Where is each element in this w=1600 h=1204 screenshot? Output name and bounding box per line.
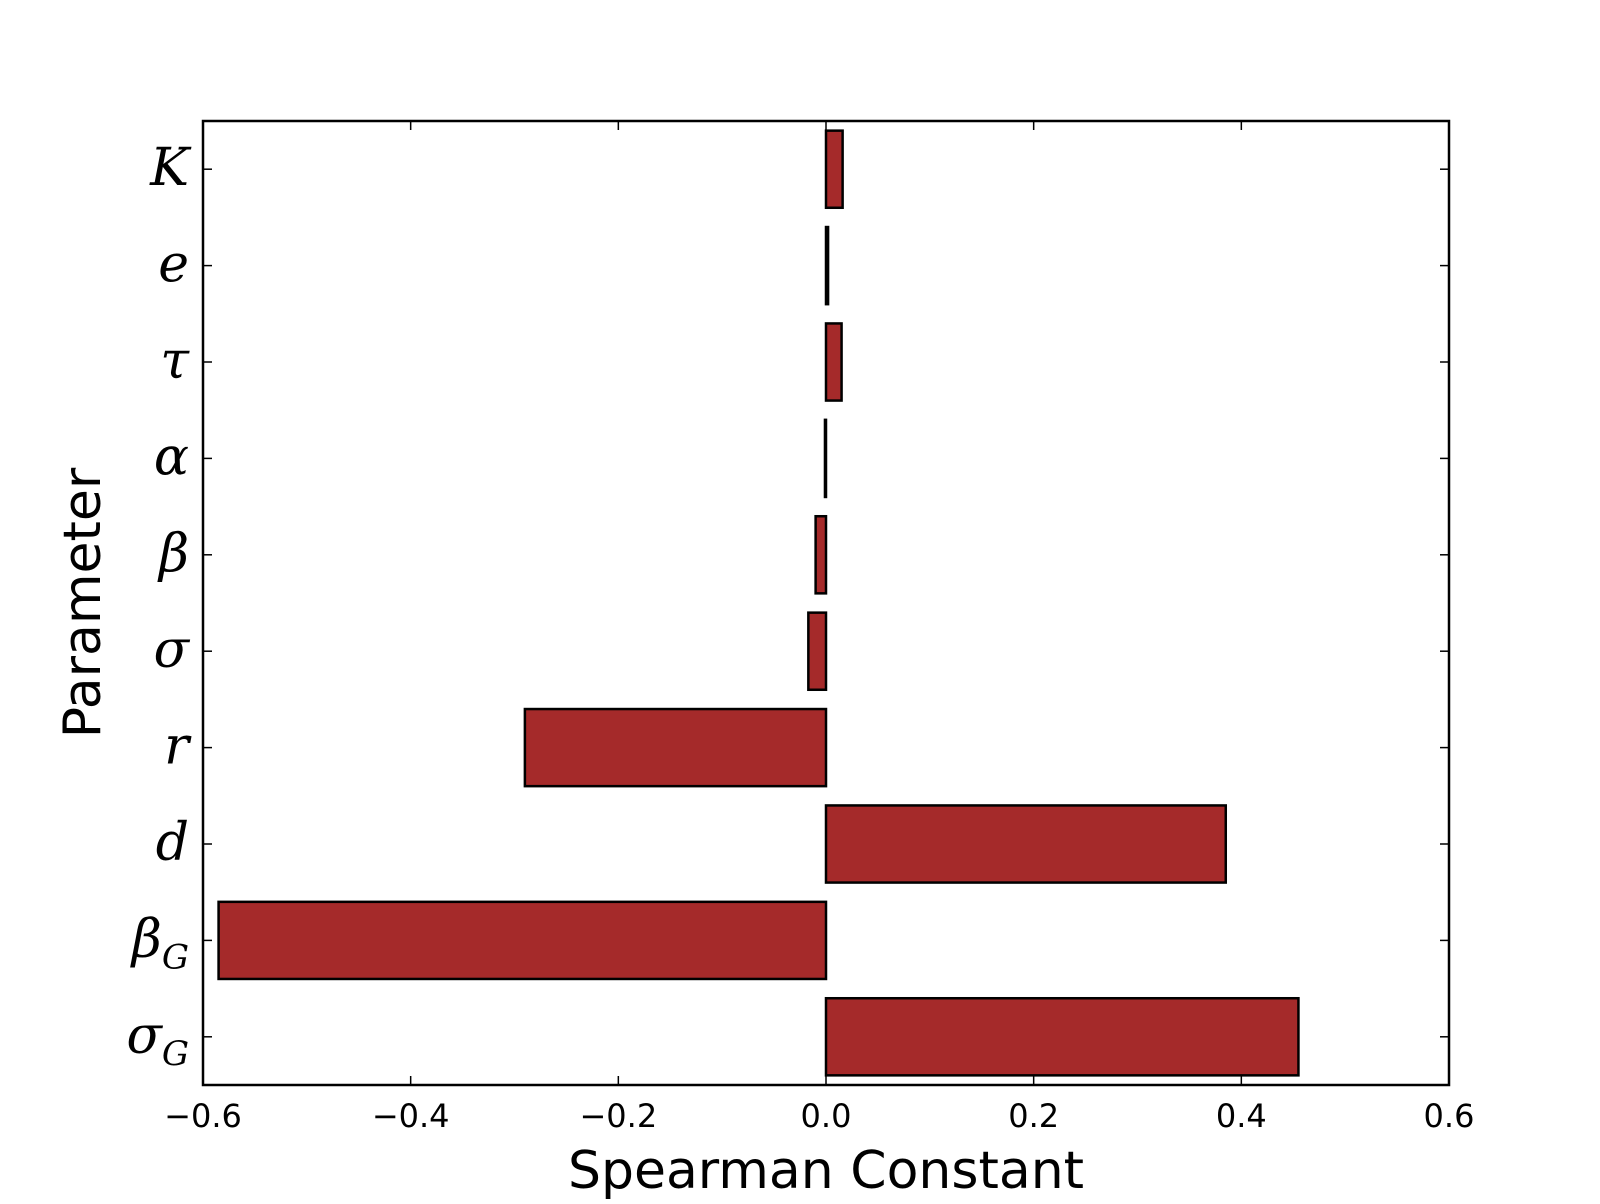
- plot-frame: [201, 119, 1451, 1087]
- y-axis-label: Parameter: [53, 467, 113, 738]
- x-tick-label-0: −0.6: [164, 1097, 242, 1135]
- bar-2: [824, 804, 1228, 884]
- bar-3: [523, 707, 828, 788]
- x-tick-label-6: 0.6: [1424, 1097, 1475, 1135]
- y-tick-label-0: σG: [126, 1006, 189, 1074]
- y-tick-label-7: τ: [160, 331, 190, 391]
- y-tick-label-1: βG: [130, 909, 189, 977]
- x-axis-label: Spearman Constant: [568, 1141, 1084, 1200]
- bar-7: [824, 322, 843, 402]
- x-tick-label-4: 0.2: [1008, 1097, 1059, 1135]
- bar-8: [824, 225, 830, 306]
- bar-1: [217, 900, 828, 981]
- bar-4: [807, 611, 828, 692]
- y-tick-label-5: β: [157, 524, 189, 584]
- bars-layer: [217, 129, 1300, 1077]
- x-tick-label-5: 0.4: [1216, 1097, 1267, 1135]
- y-tick-label-4: σ: [154, 620, 191, 680]
- y-tick-label-2: d: [156, 813, 189, 873]
- y-tick-label-8: e: [158, 235, 189, 295]
- x-tick-label-3: 0.0: [801, 1097, 852, 1135]
- bar-6: [823, 418, 828, 499]
- bar-5: [814, 514, 828, 595]
- x-tick-label-2: −0.2: [579, 1097, 657, 1135]
- bar-9: [824, 129, 844, 210]
- x-tick-label-1: −0.4: [372, 1097, 450, 1135]
- bar-0: [824, 996, 1300, 1077]
- y-tick-label-6: α: [154, 427, 189, 487]
- y-tick-label-9: K: [149, 138, 192, 198]
- y-tick-label-3: r: [164, 717, 192, 777]
